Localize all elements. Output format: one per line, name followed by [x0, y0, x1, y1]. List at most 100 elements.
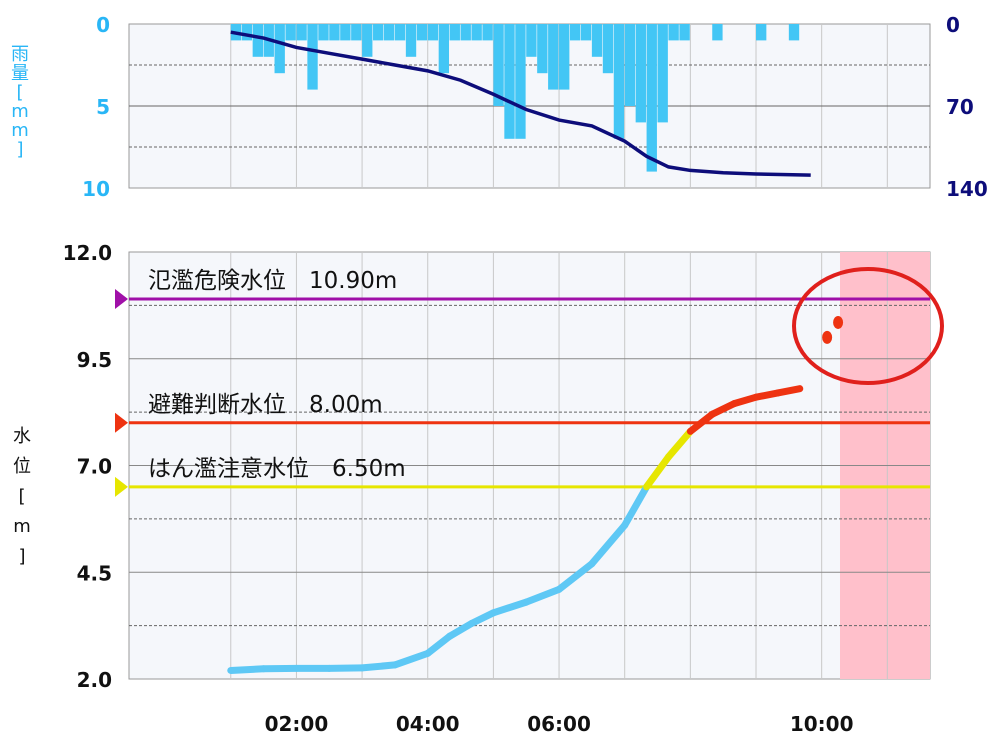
cumulative-right-tick-label: 70 [946, 95, 974, 119]
water-level-tick-label: 7.0 [77, 455, 112, 479]
rainfall-bar [362, 24, 373, 57]
rainfall-bar [427, 24, 439, 41]
rainfall-bar [668, 24, 679, 41]
cumulative-right-axis: 0 70 140 [946, 13, 987, 201]
rainfall-panel: 0 5 10 0 70 140 雨量[m m] [11, 13, 987, 201]
rainfall-bar [351, 24, 362, 41]
threshold-marker [115, 476, 128, 497]
water-level-segment [774, 385, 804, 397]
rainfall-bar [438, 24, 450, 74]
cumulative-rainfall-line [230, 30, 811, 177]
rainfall-bar [405, 24, 417, 57]
water-level-segment [522, 585, 563, 606]
rainfall-bar [373, 24, 384, 41]
cumulative-right-tick-label: 140 [946, 177, 987, 201]
water-level-segment [752, 389, 782, 401]
time-x-axis: 02:00 04:00 06:00 10:00 [265, 712, 854, 736]
time-tick-label: 06:00 [527, 712, 591, 736]
rainfall-bar [340, 24, 351, 41]
water-level-series [227, 385, 804, 674]
rainfall-bars [230, 24, 800, 172]
rainfall-bar [657, 24, 668, 123]
rainfall-bar [537, 24, 548, 74]
rainfall-bar [591, 24, 603, 57]
rainfall-bar [329, 24, 340, 41]
rainfall-bar [756, 24, 767, 41]
rainfall-bar [679, 24, 690, 41]
rainfall-grid [129, 24, 930, 188]
rainfall-bar [241, 24, 253, 41]
rainfall-bar [548, 24, 559, 90]
rainfall-left-tick-label: 5 [96, 95, 110, 119]
threshold-marker [115, 288, 128, 309]
water-level-tick-label: 4.5 [77, 561, 112, 585]
rainfall-bar [613, 24, 625, 139]
water-level-segment [227, 665, 268, 674]
rainfall-left-tick-label: 10 [82, 177, 110, 201]
rainfall-bar [416, 24, 428, 41]
forecast-point [822, 330, 833, 344]
water-level-segment [664, 427, 694, 461]
rainfall-left-axis: 0 5 10 [82, 13, 110, 201]
rainfall-bar [274, 24, 285, 74]
water-level-grid [129, 252, 930, 679]
rainfall-bar [318, 24, 329, 41]
threshold-label: 氾濫危険水位 10.90m [148, 268, 397, 294]
water-level-segment [686, 410, 716, 435]
water-level-segment [468, 609, 497, 627]
rainfall-bar [580, 24, 592, 41]
forecast-highlight-circle [792, 267, 944, 385]
water-level-segment [621, 483, 651, 529]
time-tick-label: 02:00 [265, 712, 329, 736]
threshold-label: はん濫注意水位 6.50m [148, 456, 406, 482]
time-tick-label: 04:00 [396, 712, 460, 736]
cumulative-right-tick-label: 0 [946, 13, 960, 37]
rainfall-bar [515, 24, 526, 139]
water-level-axis-label: 水位[m] [13, 426, 31, 567]
rainfall-axis-label: 雨量[m m] [11, 44, 29, 160]
water-level-tick-label: 12.0 [63, 241, 112, 265]
rainfall-bar [296, 24, 307, 41]
rainfall-bar [624, 24, 636, 106]
water-level-segment [391, 649, 432, 669]
water-level-segment [555, 560, 596, 593]
forecast-points [822, 315, 844, 344]
water-level-segment [358, 661, 399, 672]
rainfall-bar [526, 24, 537, 57]
rainfall-bar [493, 24, 504, 106]
water-level-tick-label: 9.5 [77, 348, 112, 372]
threshold-marker [115, 412, 128, 433]
rainfall-bar [285, 24, 296, 41]
water-level-segment [708, 400, 738, 418]
threshold-label: 避難判断水位 8.00m [148, 392, 383, 418]
water-level-y-axis: 12.0 9.5 7.0 4.5 2.0 [63, 241, 112, 692]
rainfall-bar [394, 24, 406, 41]
rainfall-bar [635, 24, 646, 123]
rainfall-bar [383, 24, 395, 41]
water-level-tick-label: 2.0 [77, 668, 112, 692]
rainfall-bar [569, 24, 581, 41]
rainfall-bar [449, 24, 460, 41]
rainfall-bar [504, 24, 515, 139]
rainfall-bar [482, 24, 493, 41]
water-level-segment [446, 619, 476, 640]
rainfall-bar [252, 24, 263, 57]
water-level-panel: 氾濫危険水位 10.90m 避難判断水位 8.00m はん濫注意水位 6.50m 1… [13, 241, 944, 736]
water-level-segment [730, 393, 760, 408]
water-level-segment [424, 632, 454, 657]
rainfall-bar [788, 24, 800, 41]
rainfall-bar [307, 24, 318, 90]
rainfall-bar [559, 24, 570, 90]
rainfall-bar [602, 24, 614, 74]
time-tick-label: 10:00 [790, 712, 854, 736]
rainfall-bar [471, 24, 482, 41]
rainfall-bar [712, 24, 723, 41]
forecast-point [833, 315, 844, 329]
rainfall-bar [646, 24, 657, 172]
threshold-lines: 氾濫危険水位 10.90m 避難判断水位 8.00m はん濫注意水位 6.50m [115, 268, 930, 497]
rainfall-bar [460, 24, 471, 41]
rainfall-left-tick-label: 0 [96, 13, 110, 37]
water-level-segment [643, 453, 672, 491]
water-level-segment [489, 598, 530, 617]
